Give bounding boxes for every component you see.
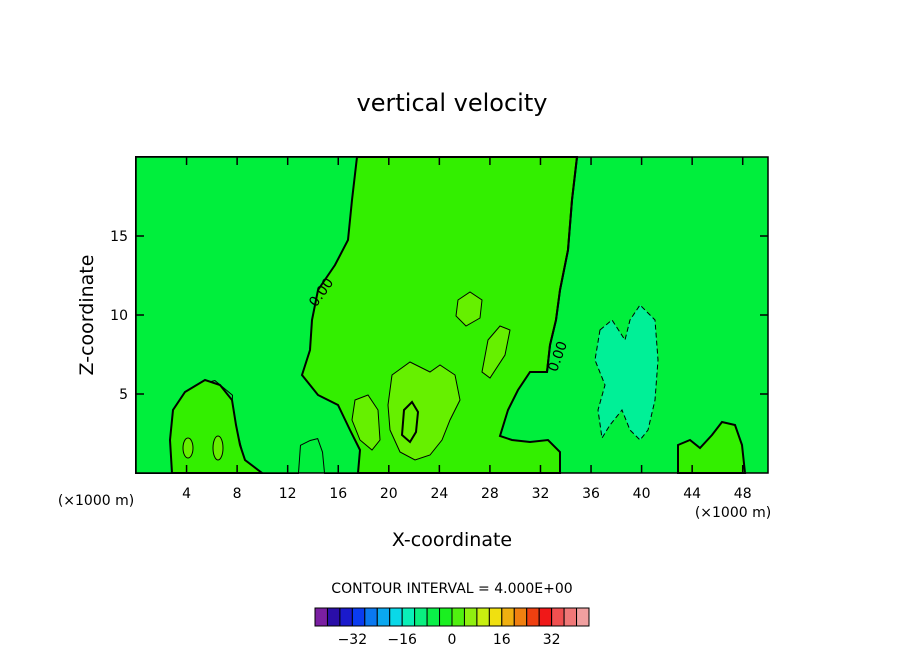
x-tick-label: 12 <box>279 486 297 502</box>
y-tick-label: 5 <box>119 387 128 403</box>
positive-cell-2 <box>481 325 511 379</box>
colorbar-swatch <box>314 607 328 627</box>
colorbar-swatch <box>576 607 590 627</box>
y-axis-unit: (×1000 m) <box>58 493 134 509</box>
colorbar-swatch <box>326 607 341 627</box>
colorbar-ticks: −32 −16 0 16 32 <box>338 632 561 648</box>
x-tick-label: 24 <box>430 486 448 502</box>
x-tick-label: 8 <box>233 486 242 502</box>
positive-core-small-left <box>351 394 381 451</box>
colorbar-tick-label: −32 <box>338 632 368 648</box>
colorbar-swatch <box>551 607 565 627</box>
x-axis-label: X-coordinate <box>392 529 512 551</box>
colorbar-tick-label: 0 <box>448 632 457 648</box>
colorbar-swatch <box>439 607 453 627</box>
x-tick-label: 20 <box>380 486 398 502</box>
y-axis-label: Z-coordinate <box>76 255 98 376</box>
chart-title: vertical velocity <box>357 89 548 117</box>
colorbar-swatch <box>476 607 490 627</box>
contour-interval-text: CONTOUR INTERVAL = 4.000E+00 <box>331 581 572 597</box>
colorbar-swatch <box>526 607 540 627</box>
x-tick-label: 40 <box>633 486 651 502</box>
x-tick-label: 44 <box>683 486 701 502</box>
colorbar-swatch <box>376 607 391 627</box>
colorbar-swatch <box>351 607 366 627</box>
negative-region <box>594 304 659 441</box>
x-tick-label: 28 <box>481 486 499 502</box>
colorbar <box>314 607 590 627</box>
x-tick-label: 32 <box>532 486 550 502</box>
x-axis-ticks: 4 8 12 16 20 24 28 32 36 40 44 48 <box>182 157 752 502</box>
colorbar-swatch <box>463 607 478 627</box>
y-axis-ticks: 5 10 15 <box>110 229 768 403</box>
positive-cell-max <box>400 400 420 444</box>
x-tick-label: 48 <box>734 486 752 502</box>
colorbar-swatch <box>414 607 428 627</box>
y-tick-label: 15 <box>110 229 128 245</box>
positive-cell-1 <box>455 291 483 327</box>
positive-cell-small <box>182 437 194 459</box>
colorbar-swatch <box>451 607 465 627</box>
zero-contour-left <box>300 156 362 474</box>
colorbar-swatch <box>426 607 441 627</box>
colorbar-tick-label: −16 <box>387 632 417 648</box>
colorbar-swatch <box>389 607 403 627</box>
x-axis-unit: (×1000 m) <box>695 505 771 521</box>
colorbar-swatch <box>401 607 416 627</box>
colorbar-swatch <box>563 607 578 627</box>
colorbar-swatch <box>513 607 528 627</box>
zero-contour-right <box>546 156 578 373</box>
colorbar-tick-label: 16 <box>493 632 511 648</box>
colorbar-tick-label: 32 <box>543 632 561 648</box>
colorbar-swatch <box>364 607 378 627</box>
y-tick-label: 10 <box>110 308 128 324</box>
positive-hill-right <box>677 420 747 474</box>
colorbar-swatch <box>538 607 553 627</box>
background-left <box>136 157 360 473</box>
x-tick-label: 36 <box>582 486 600 502</box>
positive-core <box>387 361 461 461</box>
colorbar-swatch <box>501 607 515 627</box>
colorbar-swatch <box>488 607 503 627</box>
colorbar-swatch <box>339 607 353 627</box>
x-tick-label: 16 <box>329 486 347 502</box>
positive-cell-small-2 <box>212 435 224 461</box>
x-tick-label: 4 <box>182 486 191 502</box>
